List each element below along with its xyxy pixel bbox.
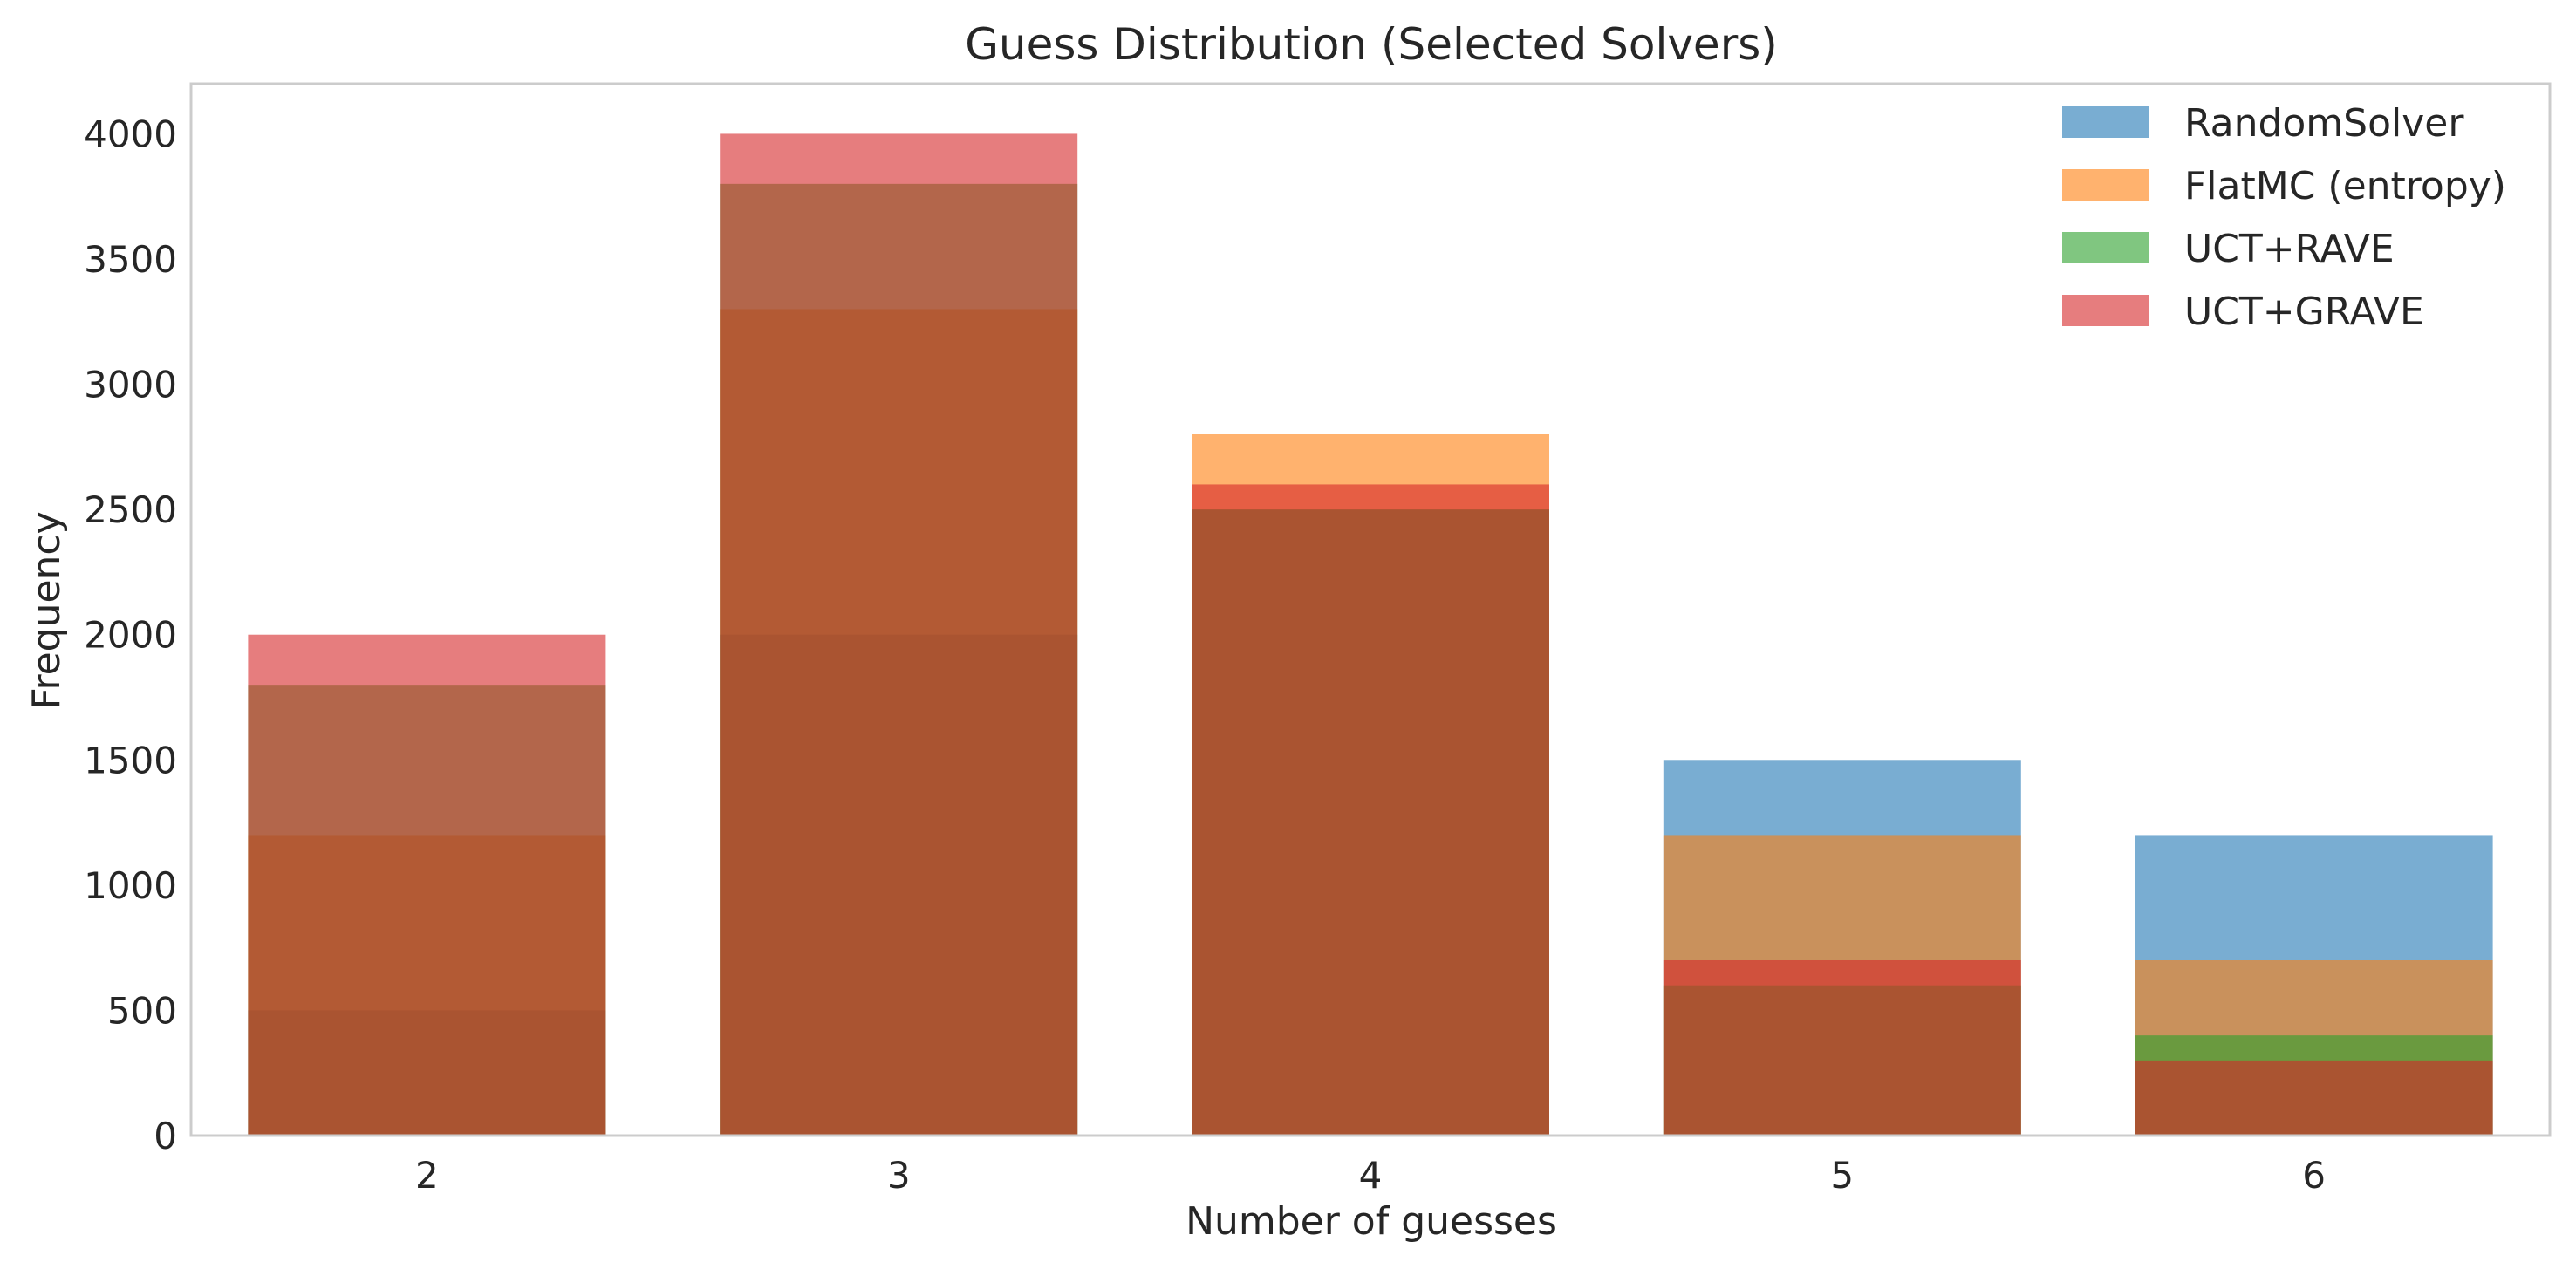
bar-uct-grave-4 (1192, 484, 1549, 1136)
y-tick-label: 0 (154, 1115, 177, 1157)
y-axis-ticks: 0 500 1000 1500 2000 2500 3000 3500 4000 (84, 113, 177, 1157)
x-axis-ticks: 2 3 4 5 6 (415, 1154, 2326, 1197)
legend-label: UCT+RAVE (2184, 227, 2395, 271)
y-axis-label: Frequency (24, 511, 69, 709)
x-tick-label: 4 (1359, 1154, 1383, 1197)
legend-swatch (2062, 169, 2149, 201)
chart-title: Guess Distribution (Selected Solvers) (965, 19, 1778, 70)
bar-uct-grave-3 (720, 133, 1078, 1136)
y-tick-label: 2000 (84, 614, 177, 657)
y-tick-label: 2500 (84, 488, 177, 531)
y-tick-label: 4000 (84, 113, 177, 155)
y-tick-label: 3500 (84, 238, 177, 281)
plot-frame (189, 82, 2552, 1137)
legend-label: FlatMC (entropy) (2184, 164, 2506, 208)
x-tick-label: 3 (887, 1154, 911, 1197)
bars-layer (248, 133, 2493, 1136)
x-tick-label: 5 (1830, 1154, 1854, 1197)
y-tick-label: 3000 (84, 364, 177, 406)
y-tick-label: 1500 (84, 739, 177, 781)
x-tick-label: 2 (415, 1154, 439, 1197)
legend-swatch (2062, 106, 2149, 138)
bar-uct-grave-6 (2135, 1060, 2493, 1136)
x-tick-label: 6 (2302, 1154, 2326, 1197)
legend-swatch (2062, 295, 2149, 326)
bar-uct-grave-2 (248, 634, 606, 1136)
x-axis-label: Number of guesses (1186, 1199, 1557, 1244)
legend-label: RandomSolver (2184, 101, 2464, 146)
y-tick-label: 1000 (84, 864, 177, 907)
legend: RandomSolver FlatMC (entropy) UCT+RAVE UCT+… (2062, 101, 2506, 334)
y-tick-label: 500 (107, 989, 177, 1032)
legend-label: UCT+GRAVE (2184, 290, 2424, 334)
bar-uct-grave-5 (1663, 960, 2021, 1136)
legend-swatch (2062, 232, 2149, 263)
